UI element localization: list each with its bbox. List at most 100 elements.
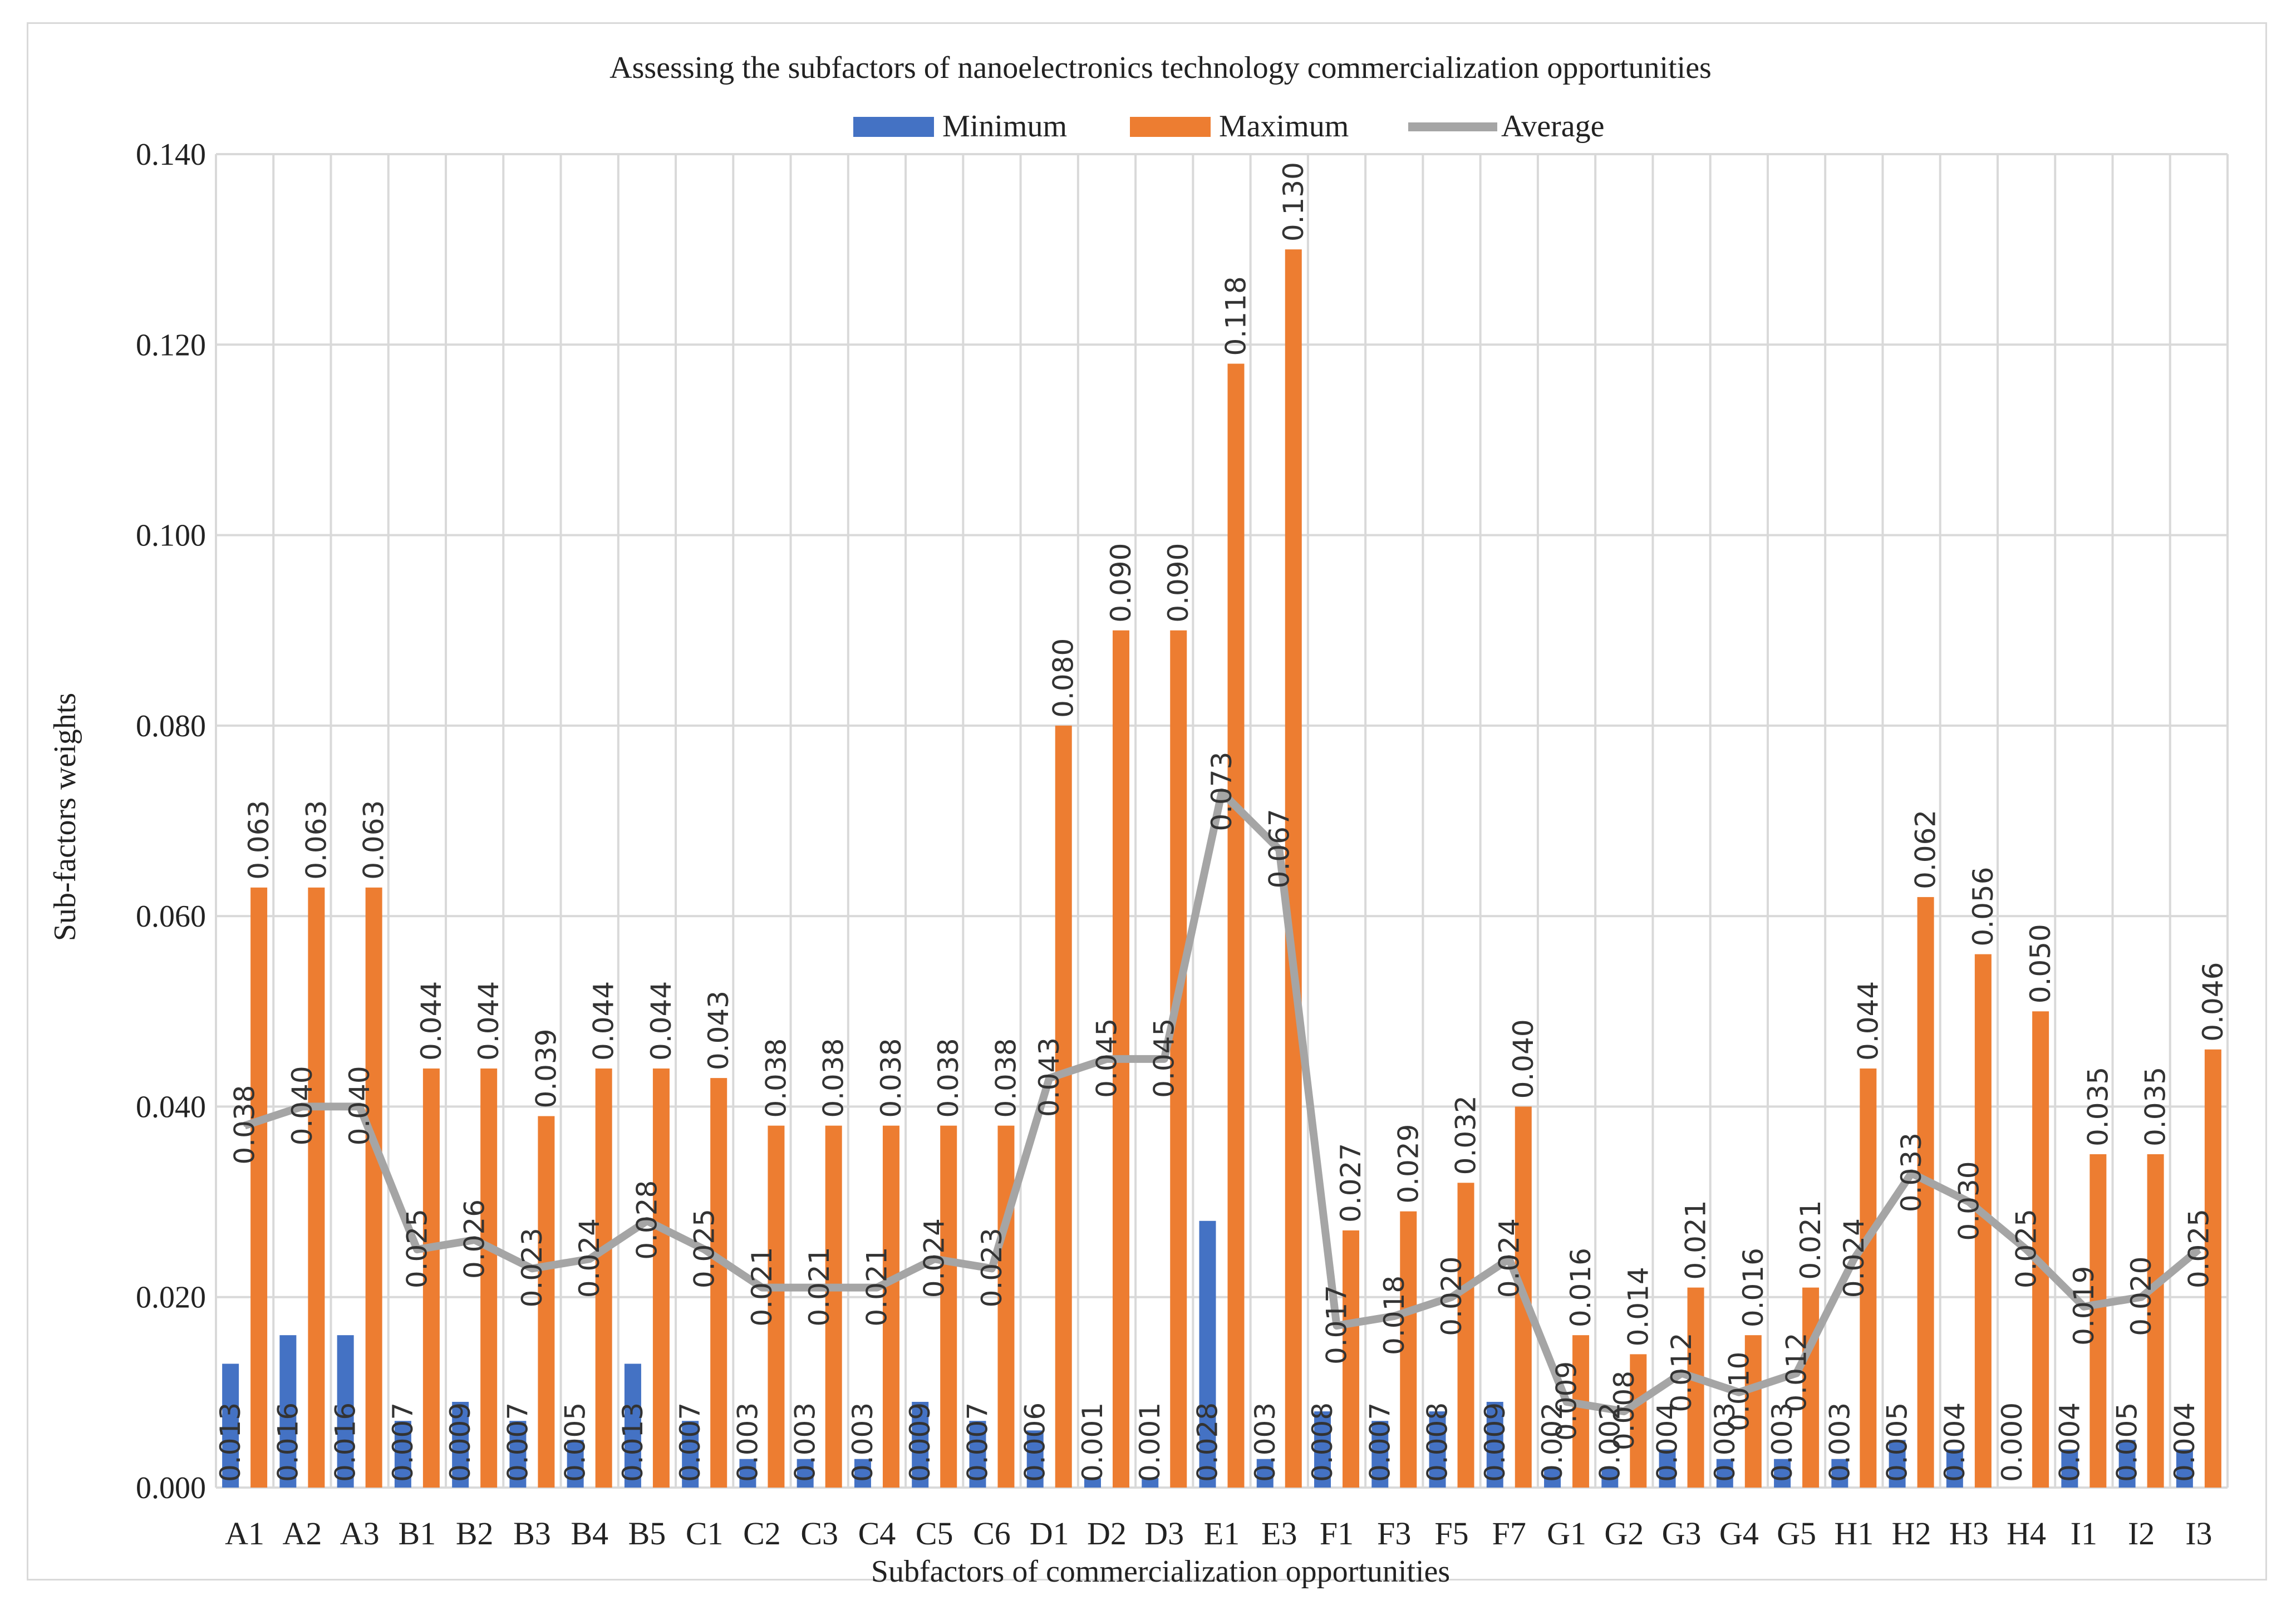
x-axis-ticks: A1 A2 A3 B1 B2 B3 B4 B5 C1 C2 C3 C4 C5 C6 D1 D2 D3 E1 E3 F1… [225, 1515, 2212, 1552]
bar-maximum-I1 [2089, 1154, 2107, 1488]
average-point-E1 [1221, 791, 1223, 794]
label-maximum-D1: 0.080 [1048, 638, 1080, 718]
bar-maximum-H4 [2032, 1011, 2049, 1488]
y-tick-label: 0.020 [136, 1281, 206, 1315]
label-maximum-G2: 0.014 [1622, 1267, 1654, 1346]
x-tick-label: B5 [628, 1515, 666, 1552]
label-maximum-I3: 0.046 [2197, 962, 2229, 1042]
legend-label-minimum: Minimum [942, 109, 1067, 144]
label-minimum-H4: 0.000 [1996, 1402, 2028, 1482]
label-average-E3: 0.067 [1263, 809, 1295, 888]
bar-minimum-G2 [1601, 1468, 1619, 1488]
y-tick-label: 0.140 [136, 137, 206, 172]
bar-minimum-B4 [567, 1440, 584, 1488]
legend-label-average: Average [1501, 109, 1605, 144]
label-average-A3: 0.040 [343, 1066, 376, 1145]
bar-minimum-B3 [509, 1421, 527, 1488]
x-tick-label: C2 [743, 1515, 781, 1552]
label-minimum-D1: 0.006 [1019, 1402, 1051, 1482]
label-minimum-G2: 0.002 [1594, 1402, 1626, 1482]
label-maximum-E3: 0.130 [1277, 162, 1310, 242]
x-tick-label: C5 [916, 1515, 953, 1552]
x-tick-label: F1 [1320, 1515, 1354, 1552]
average-point-C2 [760, 1286, 763, 1289]
y-tick-label: 0.100 [136, 519, 206, 553]
bar-maximum-A2 [308, 887, 325, 1488]
bar-maximum-A3 [365, 887, 382, 1488]
bar-minimum-C4 [854, 1459, 871, 1488]
label-minimum-B5: 0.013 [617, 1402, 649, 1482]
y-axis-ticks: 0.000 0.020 0.040 0.060 0.080 0.100 0.120 0.140 [136, 137, 206, 1505]
bar-maximum-I2 [2147, 1154, 2164, 1488]
x-axis-title: Subfactors of commercialization opportun… [871, 1554, 1450, 1589]
bar-minimum-C6 [969, 1421, 986, 1488]
average-point-G3 [1680, 1372, 1683, 1375]
chart-title: Assessing the subfactors of nanoelectron… [609, 51, 1712, 85]
label-maximum-I1: 0.035 [2082, 1067, 2114, 1146]
label-maximum-B5: 0.044 [645, 981, 677, 1061]
x-tick-label: I2 [2128, 1515, 2155, 1552]
label-minimum-I3: 0.004 [2169, 1402, 2201, 1482]
label-average-H3: 0.030 [1953, 1161, 1985, 1240]
bar-minimum-C3 [797, 1459, 814, 1488]
bar-minimum-G1 [1544, 1468, 1561, 1488]
label-maximum-F7: 0.040 [1507, 1019, 1540, 1099]
x-tick-label: C6 [973, 1515, 1011, 1552]
label-maximum-F1: 0.027 [1335, 1143, 1367, 1223]
average-point-C1 [703, 1248, 706, 1251]
bar-maximum-G3 [1687, 1287, 1704, 1488]
x-tick-label: G5 [1777, 1515, 1816, 1552]
bar-minimum-C2 [739, 1459, 756, 1488]
y-tick-label: 0.000 [136, 1471, 206, 1505]
label-maximum-C2: 0.038 [760, 1038, 792, 1118]
label-average-C1: 0.025 [689, 1209, 721, 1288]
label-minimum-C1: 0.007 [674, 1402, 706, 1482]
label-average-B1: 0.025 [401, 1209, 433, 1288]
x-tick-label: A3 [340, 1515, 380, 1552]
average-point-F1 [1335, 1325, 1338, 1327]
bar-minimum-C5 [912, 1401, 929, 1488]
bar-maximum-H1 [1860, 1068, 1877, 1488]
bar-maximum-C6 [997, 1125, 1015, 1488]
average-point-H4 [2025, 1248, 2028, 1251]
bar-minimum-F5 [1429, 1411, 1446, 1488]
bar-minimum-G3 [1659, 1449, 1676, 1488]
average-point-B2 [473, 1239, 476, 1242]
label-minimum-B1: 0.007 [387, 1402, 419, 1482]
label-minimum-F7: 0.009 [1479, 1402, 1511, 1482]
label-average-F5: 0.020 [1435, 1257, 1468, 1336]
label-minimum-H2: 0.005 [1881, 1402, 1914, 1482]
label-minimum-F5: 0.008 [1422, 1402, 1454, 1482]
label-average-G2: 0.008 [1608, 1371, 1640, 1450]
label-maximum-G5: 0.021 [1794, 1200, 1827, 1279]
bar-minimum-A3 [337, 1335, 354, 1488]
label-average-B4: 0.024 [573, 1218, 606, 1298]
x-tick-label: H4 [2007, 1515, 2046, 1552]
label-maximum-G4: 0.016 [1737, 1248, 1769, 1327]
average-point-I2 [2140, 1296, 2143, 1298]
label-average-F7: 0.024 [1493, 1218, 1525, 1298]
bar-maximum-B1 [422, 1068, 440, 1488]
x-tick-label: H1 [1834, 1515, 1874, 1552]
bar-maximum-G2 [1630, 1354, 1647, 1488]
bar-maximum-C3 [825, 1125, 842, 1488]
label-average-B3: 0.023 [516, 1228, 548, 1307]
label-average-F1: 0.017 [1321, 1285, 1353, 1365]
label-maximum-H3: 0.056 [1967, 866, 1999, 946]
x-tick-label: G1 [1547, 1515, 1586, 1552]
x-tick-label: I1 [2071, 1515, 2097, 1552]
bar-maximum-B3 [538, 1116, 555, 1488]
average-point-A2 [301, 1105, 303, 1108]
label-maximum-C1: 0.043 [702, 991, 735, 1070]
x-tick-label: G3 [1662, 1515, 1702, 1552]
data-labels: 0.013 0.063 0.038 0.016 0.063 0.040 0.016 0.063… [214, 162, 2229, 1482]
average-point-B5 [646, 1219, 648, 1222]
x-tick-label: A1 [225, 1515, 264, 1552]
x-tick-label: E1 [1204, 1515, 1240, 1552]
label-minimum-A1: 0.013 [214, 1402, 247, 1482]
label-maximum-C3: 0.038 [818, 1038, 850, 1118]
label-minimum-B4: 0.005 [559, 1402, 592, 1482]
average-point-G5 [1795, 1372, 1798, 1375]
bar-minimum-E3 [1256, 1459, 1274, 1488]
bar-maximum-B5 [652, 1068, 670, 1488]
